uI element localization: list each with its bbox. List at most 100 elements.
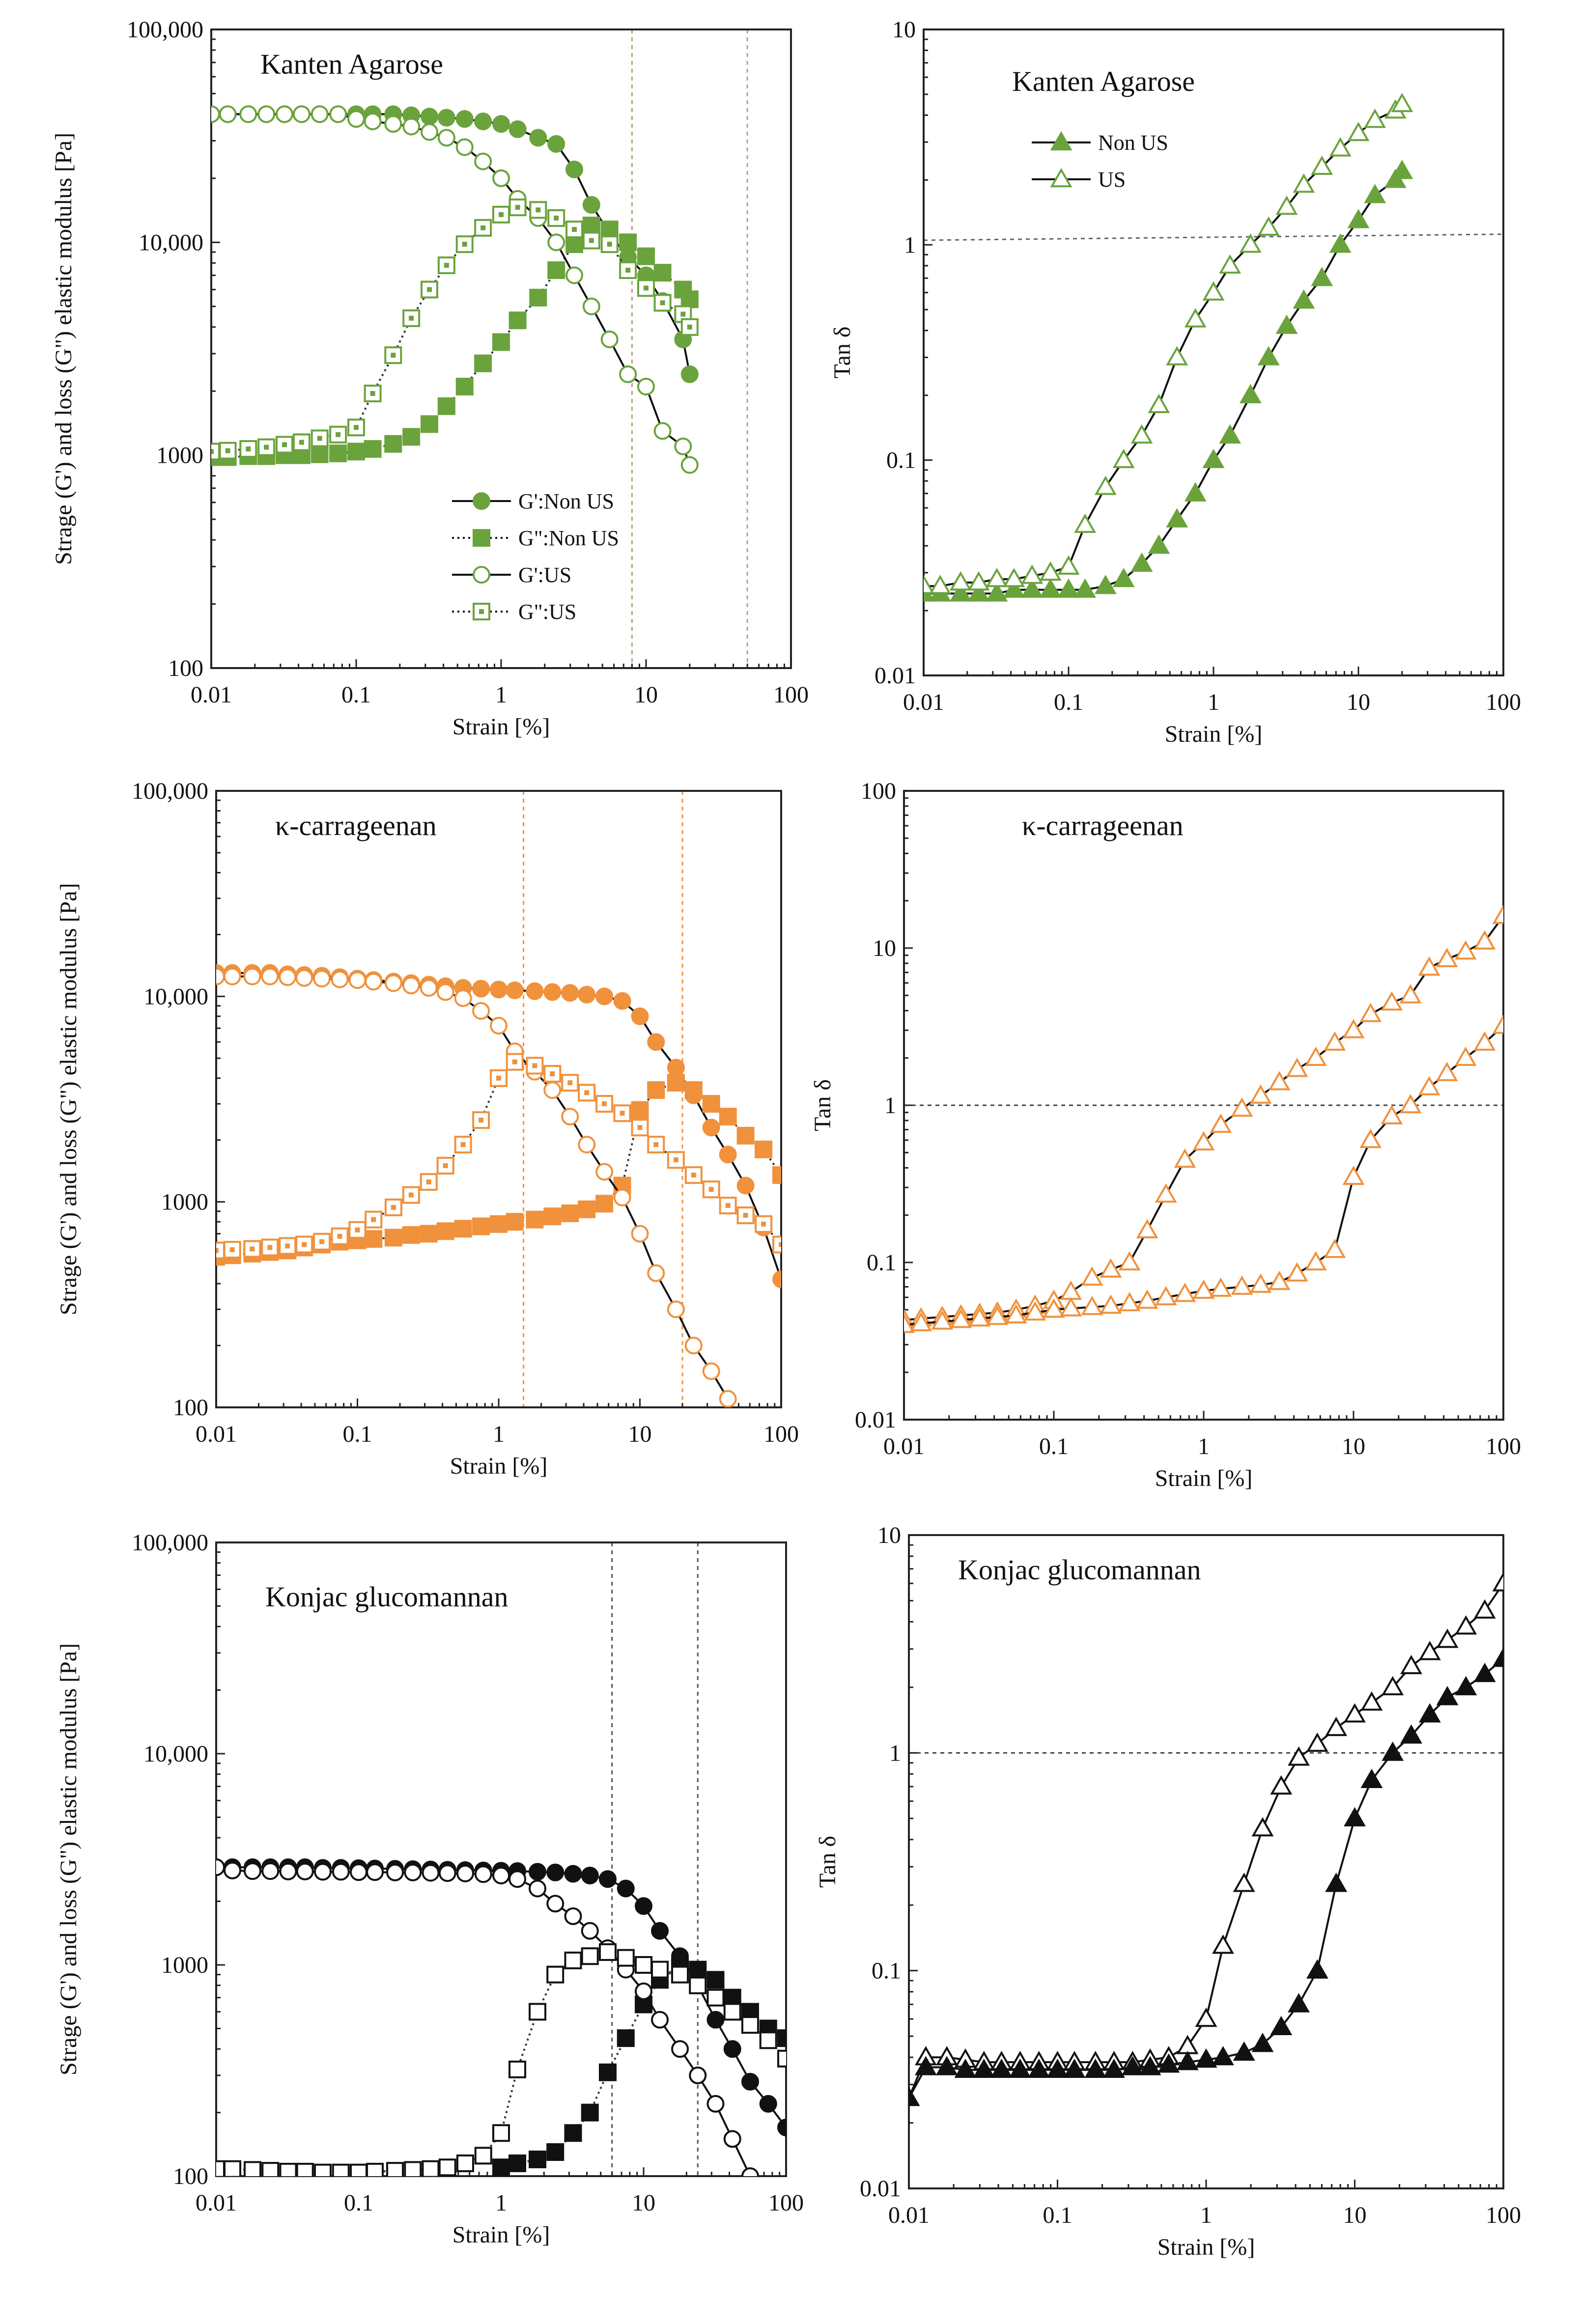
x-tick-label: 100 xyxy=(1486,689,1521,715)
data-point xyxy=(420,979,438,997)
data-point-dot xyxy=(673,1157,678,1163)
data-point xyxy=(684,1081,703,1099)
data-point xyxy=(1100,1258,1122,1278)
data-point xyxy=(1293,289,1315,309)
data-point xyxy=(1039,561,1062,581)
data-point xyxy=(347,419,365,437)
data-point xyxy=(1325,1873,1348,1892)
data-point xyxy=(366,1863,384,1881)
data-point xyxy=(564,1865,582,1883)
data-point xyxy=(1473,1662,1496,1682)
data-point xyxy=(492,333,510,351)
data-point xyxy=(1192,1131,1215,1150)
data-point xyxy=(1304,1251,1327,1271)
data-point xyxy=(723,2040,741,2058)
data-point-dot xyxy=(515,205,520,210)
data-point xyxy=(257,105,276,123)
data-point xyxy=(1136,1289,1158,1309)
data-point xyxy=(1046,2058,1069,2078)
data-point xyxy=(402,309,421,327)
data-point-dot xyxy=(499,212,504,217)
y-tick-label: 0.1 xyxy=(867,1250,896,1276)
y-tick-label: 1000 xyxy=(156,443,203,469)
data-point xyxy=(689,1960,707,1979)
data-point xyxy=(1233,2041,1255,2061)
data-point xyxy=(384,1229,402,1247)
data-point xyxy=(1043,1298,1065,1318)
data-point xyxy=(1024,1301,1046,1321)
data-point xyxy=(909,2086,920,2106)
data-point xyxy=(1176,2035,1199,2054)
panel-title: Konjac glucomannan xyxy=(958,1554,1201,1586)
y-tick-label: 0.01 xyxy=(860,2176,901,2202)
data-point xyxy=(1473,1599,1496,1619)
data-point xyxy=(1293,173,1315,193)
data-point xyxy=(1391,160,1413,179)
data-point xyxy=(1081,1266,1103,1286)
data-point xyxy=(689,2066,707,2084)
data-point xyxy=(1251,2033,1274,2052)
data-point-dot xyxy=(371,1217,376,1222)
series-line xyxy=(924,103,1403,588)
data-point xyxy=(1060,1297,1082,1316)
data-point xyxy=(384,115,402,133)
series-us xyxy=(909,1572,1503,2106)
data-point xyxy=(543,1207,562,1226)
data-point xyxy=(1103,2058,1125,2078)
legend-label: Non US xyxy=(1098,131,1168,155)
data-point xyxy=(547,261,565,279)
data-point-dot xyxy=(532,1063,537,1068)
data-point xyxy=(1155,1286,1177,1306)
data-point xyxy=(310,105,329,123)
data-point xyxy=(1311,267,1333,286)
data-point xyxy=(313,2163,332,2176)
data-point xyxy=(474,112,492,131)
panel-a: 0.01 0.1 1 10 100 100 1000 10,000 100,000 Strain … xyxy=(51,17,809,740)
data-point xyxy=(1492,1014,1503,1034)
data-point xyxy=(613,1188,631,1206)
data-point xyxy=(529,1879,547,1898)
data-point xyxy=(437,129,455,147)
data-point xyxy=(455,138,474,156)
data-point xyxy=(931,1310,954,1330)
data-point xyxy=(578,985,596,1004)
y-tick-label: 100 xyxy=(173,1395,208,1421)
data-point xyxy=(216,2160,225,2176)
plot-area xyxy=(904,904,1503,1333)
data-point xyxy=(719,1108,737,1126)
data-point xyxy=(1195,2007,1217,2027)
data-point xyxy=(680,290,699,308)
data-point xyxy=(617,1949,635,1967)
data-point xyxy=(1455,1615,1477,1635)
data-point xyxy=(702,1119,720,1137)
data-point xyxy=(561,1204,579,1222)
data-point xyxy=(1219,424,1241,444)
data-point xyxy=(561,984,579,1002)
y-tick-label: 10 xyxy=(877,1522,901,1548)
x-tick-label: 0.01 xyxy=(196,2190,237,2216)
data-point-dot xyxy=(462,242,467,247)
data-point xyxy=(310,445,329,463)
data-point xyxy=(1100,1294,1122,1314)
data-point xyxy=(421,123,439,141)
data-point xyxy=(635,1982,652,2000)
data-point xyxy=(492,2158,510,2176)
data-point xyxy=(1347,209,1370,228)
data-point-dot xyxy=(246,446,251,451)
data-point xyxy=(706,2011,725,2029)
data-point xyxy=(1454,940,1477,960)
data-point-dot xyxy=(479,1118,484,1123)
data-point xyxy=(455,378,474,396)
reference-hline xyxy=(923,233,1504,241)
data-point xyxy=(404,1863,422,1881)
data-point xyxy=(1347,122,1370,141)
data-point xyxy=(564,2124,582,2142)
data-point xyxy=(651,1960,669,1979)
data-point xyxy=(1112,448,1135,468)
data-point xyxy=(474,2147,492,2165)
data-point xyxy=(421,415,439,433)
data-point xyxy=(350,1863,367,1881)
y-tick-label: 0.1 xyxy=(872,1958,901,1984)
data-point xyxy=(1251,1817,1274,1837)
data-point xyxy=(329,444,347,462)
